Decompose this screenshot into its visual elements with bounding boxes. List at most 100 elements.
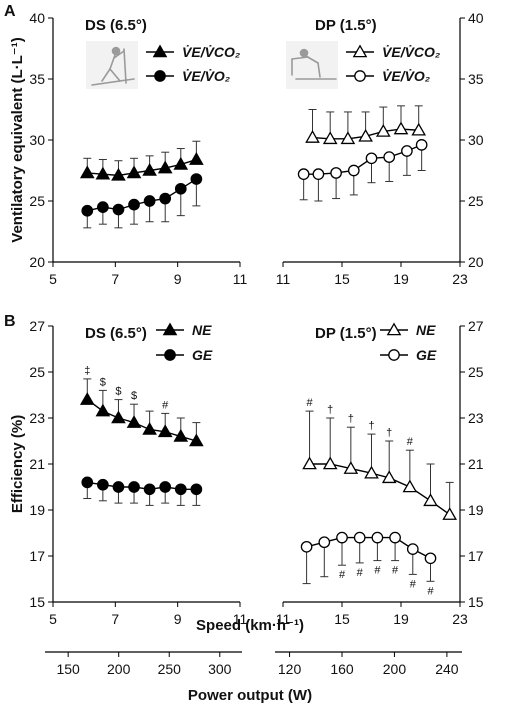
power-axis-dp: 120 160 200 240: [275, 651, 462, 677]
panel-A: 20 25 30 35 40 20 25 30 35 40 5 7 9 11 DS (6.5°) 11 15 19…: [29, 10, 483, 287]
data-point: [128, 198, 140, 211]
data-point: [126, 165, 142, 179]
data-point: [411, 122, 427, 136]
x-tick-label: 11: [233, 611, 248, 627]
subplot-dp: 11 15 19 23 DP (1.5°) # † † † † # # # # # # #: [276, 325, 468, 627]
icon-pole: [123, 48, 127, 84]
y-tick-label-right: 25: [468, 364, 484, 380]
series-vevco: [79, 140, 204, 181]
legend-label: V̇E/V̇O₂: [382, 68, 430, 84]
icon-head: [299, 48, 309, 58]
y-tick-label-right: 35: [468, 71, 484, 87]
data-point: [157, 160, 173, 174]
legend-label: NE: [416, 322, 436, 338]
significance-marker: $: [131, 390, 137, 402]
x-tick-label: 19: [393, 611, 409, 627]
data-point: [406, 543, 419, 555]
series-ge: # # # # # #: [300, 531, 437, 597]
data-point: [143, 483, 156, 496]
data-point: [174, 483, 187, 496]
legend-marker: [388, 349, 400, 361]
legend-label: NE: [192, 322, 212, 338]
panel-letter-b: B: [4, 313, 16, 330]
series-ge: [81, 476, 203, 506]
icon-leg: [317, 62, 321, 78]
data-point: [300, 540, 313, 553]
skier-diagonal-stride-icon: [86, 41, 138, 89]
legend-marker: [354, 70, 366, 82]
data-point: [79, 165, 95, 179]
y-tick-label-right: 40: [468, 10, 484, 26]
legend-ds-b-ne: NE: [156, 322, 212, 338]
significance-marker: †: [348, 413, 354, 425]
legend-marker: [164, 349, 176, 361]
series-line: [309, 463, 451, 516]
significance-marker: #: [306, 397, 313, 409]
x-tick-label: 9: [174, 271, 182, 287]
subplot-title: DP (1.5°): [315, 325, 377, 342]
data-point: [336, 531, 348, 544]
data-point: [159, 481, 172, 493]
x-tick-label: 11: [276, 271, 291, 287]
series-ne: # † † † † #: [302, 397, 457, 520]
legend-label: V̇E/V̇O₂: [182, 68, 230, 84]
data-point: [111, 410, 126, 424]
x-tick-label: 19: [393, 271, 409, 287]
x-tick-label: 7: [111, 611, 119, 627]
y-tick-label-left: 20: [29, 254, 45, 270]
significance-marker: #: [162, 399, 169, 411]
power-tick-label: 150: [56, 661, 80, 677]
data-point: [111, 167, 126, 181]
y-tick-label-right: 21: [468, 456, 484, 472]
legend-ds-a-vco2: V̇E/V̇CO₂: [146, 44, 240, 60]
x-tick-label: 11: [233, 271, 248, 287]
y-tick-label-left: 40: [29, 10, 45, 26]
significance-marker: ‡: [84, 365, 90, 377]
legend-label: GE: [192, 347, 213, 363]
icon-head: [111, 46, 121, 56]
x-tick-label: 15: [334, 611, 350, 627]
significance-marker: $: [115, 386, 121, 398]
significance-marker: †: [368, 420, 374, 432]
data-point: [322, 456, 338, 470]
data-point: [353, 531, 366, 544]
significance-marker: #: [392, 565, 399, 577]
legend-marker: [154, 70, 166, 82]
x-tick-label: 15: [334, 271, 350, 287]
legend-marker: [386, 322, 402, 336]
subplot-ds: 5 7 9 11 DS (6.5°): [49, 17, 247, 287]
data-point: [126, 415, 142, 428]
legend-ds-b-ge: GE: [156, 347, 213, 363]
legend-label: V̇E/V̇CO₂: [382, 44, 440, 60]
series-ne: ‡ $ $ $ #: [79, 365, 204, 447]
x-tick-label: 23: [452, 271, 468, 287]
subplot-dp: 11 15 19 23 DP (1.5°): [276, 17, 468, 287]
power-tick-label: 200: [383, 661, 407, 677]
x-tick-label: 11: [276, 611, 291, 627]
legend-marker: [152, 44, 168, 58]
significance-marker: #: [407, 436, 414, 448]
y-tick-label-right: 20: [468, 254, 484, 270]
y-tick-label-right: 17: [468, 548, 484, 564]
y-tick-label-left: 30: [29, 132, 45, 148]
data-point: [424, 552, 437, 565]
power-tick-label: 200: [107, 661, 131, 677]
data-point: [383, 151, 396, 163]
data-point: [189, 152, 204, 165]
data-point: [365, 152, 378, 165]
significance-marker: †: [386, 427, 392, 439]
series-vevco: [305, 105, 427, 145]
legend-dp-b-ge: GE: [380, 347, 437, 363]
legend-dp-a-vo2: V̇E/V̇O₂: [346, 68, 430, 84]
y-tick-label-left: 25: [29, 364, 45, 380]
data-point: [189, 433, 204, 447]
panel-B: 15 17 19 21 23 25 27 15 17 19 21 23 25 27 5 7 9 11 DS (6.5…: [29, 318, 483, 627]
data-point: [297, 168, 310, 181]
x-tick-label: 7: [111, 271, 119, 287]
x-tick-label: 5: [49, 271, 57, 287]
y-tick-label-left: 23: [29, 410, 45, 426]
legend-label: V̇E/V̇CO₂: [182, 44, 240, 60]
data-point: [402, 479, 418, 493]
data-point: [157, 424, 173, 438]
significance-marker: #: [357, 567, 364, 579]
